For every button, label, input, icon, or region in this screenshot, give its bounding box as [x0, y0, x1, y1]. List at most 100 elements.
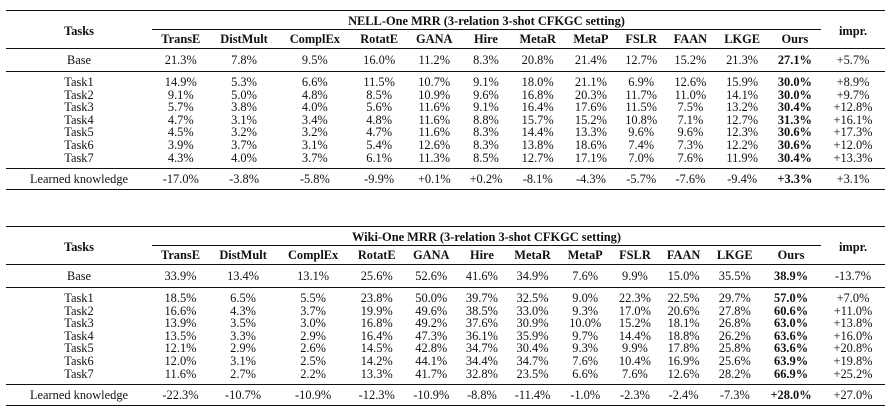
- task-row: Task4 4.7% 3.1% 3.4% 4.8% 11.6% 8.8% 15.7% 15.2%…: [6, 114, 885, 127]
- value-cell: 7.8%: [209, 48, 279, 72]
- value-cell: 11.9%: [726, 150, 758, 165]
- value-cell: 13.3%: [360, 366, 393, 381]
- value-cell: 10.4%: [618, 353, 651, 368]
- value-cell: 63.0%: [774, 316, 809, 331]
- value-cell: -1.0%: [559, 384, 612, 407]
- value-cell: 16.8%: [521, 87, 554, 102]
- value-cell: 12.0%: [164, 353, 197, 368]
- value-cell: 63.6%: [774, 328, 809, 343]
- value-cell: 57.0%: [761, 286, 821, 305]
- value-cell: 12.7%: [617, 48, 666, 72]
- value-cell: 5.3%: [209, 70, 279, 89]
- task-row: Task1 18.5% 6.5% 5.5% 23.8% 50.0% 39.7% 32.5% 9.…: [6, 286, 885, 305]
- value-cell: 14.4%: [521, 125, 554, 140]
- value-cell: 15.0%: [658, 264, 709, 288]
- impr-cell: +20.8%: [833, 341, 873, 356]
- row-label: Base: [6, 48, 152, 72]
- value-cell: 13.5%: [164, 328, 197, 343]
- model-header-row: TransE DistMult ComplEx RotatE GANA Hire MetaR…: [6, 30, 885, 49]
- value-cell: 34.7%: [465, 341, 498, 356]
- value-cell: 7.6%: [622, 366, 648, 381]
- impr-header: impr.: [821, 10, 885, 49]
- value-cell: 12.7%: [521, 150, 554, 165]
- row-label: Task4: [64, 112, 94, 127]
- row-label: Task2: [64, 87, 94, 102]
- task-row: Task7 4.3% 4.0% 3.7% 6.1% 11.3% 8.5% 12.7% 17.1%…: [6, 150, 885, 169]
- row-label: Task7: [64, 366, 94, 381]
- value-cell: 9.3%: [572, 303, 599, 318]
- value-cell: 16.4%: [521, 100, 554, 115]
- model-header-complex: ComplEx: [289, 32, 340, 46]
- value-cell: 12.6%: [418, 137, 451, 152]
- value-cell: 3.7%: [301, 150, 328, 165]
- row-label: Task5: [64, 341, 94, 356]
- value-cell: 31.3%: [777, 112, 812, 127]
- value-cell: 47.3%: [415, 328, 448, 343]
- value-cell: 20.3%: [574, 87, 607, 102]
- value-cell: 5.7%: [167, 100, 194, 115]
- value-cell: 41.6%: [458, 264, 506, 288]
- row-label: Task5: [64, 125, 94, 140]
- value-cell: 7.3%: [677, 137, 704, 152]
- value-cell: 11.5%: [625, 100, 657, 115]
- value-cell: 4.7%: [167, 112, 194, 127]
- table-body: Base 21.3% 7.8% 9.5% 16.0% 11.2% 8.3% 20.8% 21.4…: [6, 48, 885, 191]
- task-row: Task5 4.5% 3.2% 3.2% 4.7% 11.6% 8.3% 14.4% 13.3%…: [6, 126, 885, 139]
- task-row: Task6 3.9% 3.7% 3.1% 5.4% 12.6% 8.3% 13.8% 18.6%…: [6, 139, 885, 152]
- value-cell: 27.8%: [718, 303, 751, 318]
- row-label: Learned knowledge: [6, 168, 152, 191]
- impr-cell: +11.0%: [833, 303, 873, 318]
- model-header-metap: MetaP: [567, 248, 603, 262]
- value-cell: -8.1%: [510, 168, 565, 191]
- value-cell: 13.9%: [164, 316, 197, 331]
- value-cell: 27.1%: [768, 48, 821, 72]
- row-label: Task3: [64, 316, 94, 331]
- value-cell: 14.5%: [360, 341, 393, 356]
- value-cell: 13.2%: [726, 100, 759, 115]
- impr-cell: +17.3%: [833, 125, 873, 140]
- value-cell: 7.5%: [677, 100, 704, 115]
- value-cell: -12.3%: [349, 384, 405, 407]
- value-cell: 9.7%: [572, 328, 599, 343]
- impr-cell: +7.0%: [821, 286, 885, 305]
- value-cell: 20.6%: [667, 303, 700, 318]
- row-label: Learned knowledge: [6, 384, 152, 407]
- value-cell: 15.2%: [665, 48, 716, 72]
- value-cell: 14.4%: [618, 328, 651, 343]
- value-cell: 7.6%: [677, 150, 704, 165]
- value-cell: 11.5%: [351, 70, 408, 89]
- value-cell: 13.4%: [208, 264, 278, 288]
- value-cell: 11.7%: [625, 87, 657, 102]
- value-cell: 3.1%: [301, 137, 328, 152]
- table-title: Wiki-One MRR (3-relation 3-shot CFKGC se…: [152, 226, 821, 246]
- value-cell: -22.3%: [152, 384, 209, 407]
- value-cell: 9.5%: [278, 48, 352, 72]
- value-cell: -2.3%: [611, 384, 659, 407]
- value-cell: 5.5%: [277, 286, 350, 305]
- value-cell: 11.0%: [674, 87, 707, 102]
- value-cell: -3.8%: [209, 168, 279, 191]
- value-cell: +0.1%: [407, 168, 462, 191]
- value-cell: 52.6%: [404, 264, 459, 288]
- value-cell: 21.3%: [152, 48, 210, 72]
- value-cell: 30.6%: [777, 137, 812, 152]
- value-cell: -2.4%: [658, 384, 709, 407]
- task-row: Task3 13.9% 3.5% 3.0% 16.8% 49.2% 37.6% 30.9% 10…: [6, 317, 885, 330]
- value-cell: 7.6%: [572, 353, 599, 368]
- value-cell: 4.8%: [301, 87, 328, 102]
- value-cell: -10.7%: [208, 384, 278, 407]
- model-header-lkge: LKGE: [716, 248, 753, 262]
- value-cell: 18.8%: [667, 328, 700, 343]
- value-cell: 33.9%: [152, 264, 209, 288]
- tasks-header: Tasks: [6, 226, 152, 265]
- value-cell: 32.8%: [465, 366, 498, 381]
- value-cell: 21.3%: [715, 48, 769, 72]
- value-cell: 17.8%: [667, 341, 700, 356]
- value-cell: 3.1%: [231, 112, 257, 127]
- model-header-metap: MetaP: [573, 32, 609, 46]
- model-header-fslr: FSLR: [619, 248, 651, 262]
- value-cell: 34.7%: [516, 353, 549, 368]
- value-cell: 5.6%: [366, 100, 393, 115]
- impr-cell: -13.7%: [821, 264, 885, 288]
- impr-cell: +5.7%: [821, 48, 885, 72]
